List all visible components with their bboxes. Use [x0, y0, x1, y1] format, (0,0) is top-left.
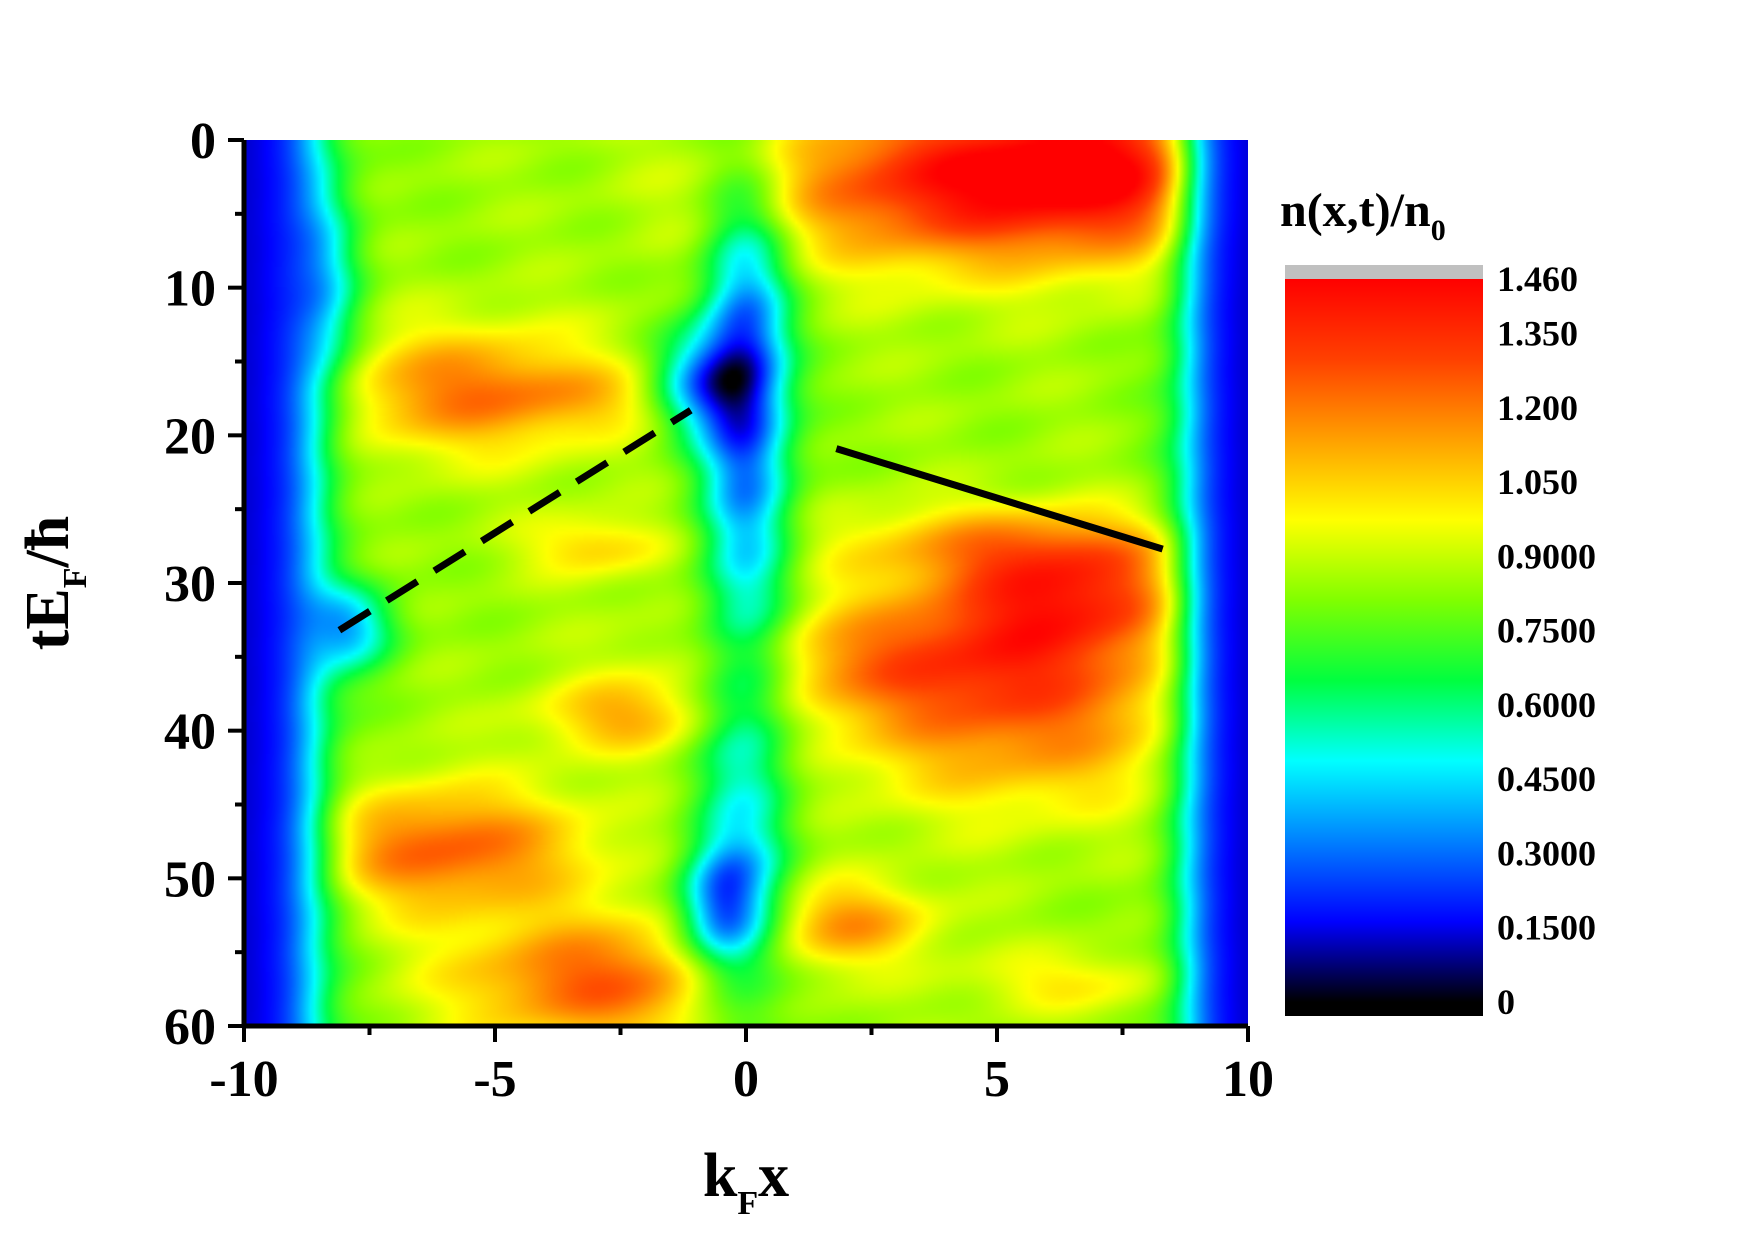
colorbar-tick-label: 0.7500: [1497, 611, 1596, 651]
x-axis-title: kFx: [703, 1142, 789, 1222]
y-tick-label: 50: [164, 851, 216, 908]
colorbar-tick-label: 0.9000: [1497, 536, 1596, 576]
y-tick-label: 40: [164, 704, 216, 761]
overlay-line-dashed: [337, 407, 693, 634]
colorbar-title: n(x,t)/n0: [1280, 184, 1446, 247]
y-tick-label: 60: [164, 999, 216, 1056]
y-axis-title: tEF/ħ: [14, 516, 94, 651]
colorbar-over-swatch: [1285, 265, 1483, 279]
overlay-lines: [337, 407, 1164, 634]
colorbar-bar: [1285, 279, 1483, 1002]
colorbar-under-swatch: [1285, 1002, 1483, 1016]
axes: -10 -5 0 5 10 0 10 20 30 40 50 60: [164, 113, 1274, 1108]
y-axis-title-tail: /ħ: [14, 516, 82, 569]
colorbar-tick-label: 0.1500: [1497, 908, 1596, 948]
x-tick-label: 10: [1222, 1051, 1274, 1108]
x-tick-label: 0: [733, 1051, 759, 1108]
colorbar-tick-label: 1.350: [1497, 313, 1578, 353]
colorbar-tick-label: 1.050: [1497, 462, 1578, 502]
density-heatmap: [244, 140, 1248, 1026]
x-axis-title-tail: x: [758, 1142, 789, 1210]
y-axis-title-sub: F: [57, 567, 94, 588]
y-tick-label: 10: [164, 261, 216, 318]
x-ticks: -10 -5 0 5 10: [209, 1026, 1274, 1108]
colorbar-labels: 1.460 1.350 1.200 1.050 0.9000 0.7500 0.6000 0.…: [1497, 259, 1596, 1022]
colorbar-tick-label: 0.3000: [1497, 833, 1596, 873]
y-tick-label: 20: [164, 408, 216, 465]
x-tick-label: -5: [473, 1051, 516, 1108]
y-tick-label: 30: [164, 556, 216, 613]
x-tick-label: 5: [984, 1051, 1010, 1108]
x-tick-label: -10: [209, 1051, 278, 1108]
colorbar-tick-label: 1.200: [1497, 388, 1578, 428]
colorbar-tick-label: 0: [1497, 982, 1515, 1022]
colorbar-title-sub: 0: [1431, 214, 1446, 247]
colorbar-tick-label: 0.6000: [1497, 685, 1596, 725]
overlay-line-solid: [835, 445, 1164, 553]
x-axis-title-main: k: [703, 1142, 738, 1210]
colorbar-tick-label: 0.4500: [1497, 759, 1596, 799]
y-tick-label: 0: [190, 113, 216, 170]
colorbar-tick-label: 1.460: [1497, 259, 1578, 299]
plot-area: [244, 140, 1248, 1026]
colorbar-title-main: n(x,t)/n: [1280, 184, 1431, 237]
y-ticks: 0 10 20 30 40 50 60: [164, 113, 244, 1056]
colorbar: n(x,t)/n0 1.4601.3501.2001.0500.90000.75…: [1280, 184, 1596, 1022]
x-axis-title-sub: F: [737, 1185, 758, 1222]
y-axis-title-main: tE: [14, 588, 82, 650]
